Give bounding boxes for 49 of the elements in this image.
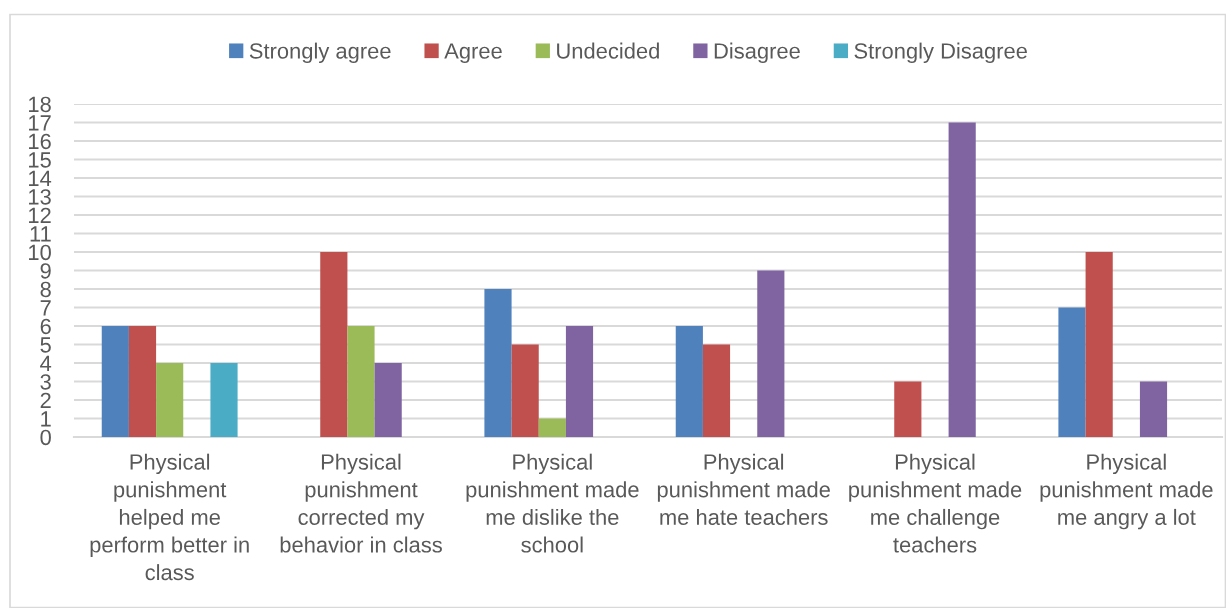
bar (374, 363, 402, 437)
y-tick-label: 14 (29, 170, 52, 186)
legend-label: Strongly agree (249, 42, 391, 64)
bar (1139, 381, 1168, 437)
y-tick-label: 5 (40, 337, 51, 353)
x-tick-label: Physical punishment made me dislike the school (466, 453, 639, 553)
y-tick-label: 15 (29, 152, 51, 168)
bar (702, 344, 731, 437)
legend-label: Agree (444, 43, 502, 64)
y-tick-label: 9 (40, 263, 51, 279)
x-tick-label: Physical punishment made me hate teachers (657, 453, 830, 526)
y-tick-label: 11 (30, 226, 51, 242)
y-tick-label: 2 (40, 392, 51, 408)
x-tick-label: Physical punishment helped me perform better in class (90, 453, 249, 581)
x-tick-label: Physical punishment made me angry a lot (1040, 453, 1213, 530)
bar (128, 326, 157, 437)
bar (1085, 252, 1113, 437)
bar (101, 326, 129, 437)
x-tick-label: Physical punishment corrected my behavior in class (280, 453, 442, 553)
bar (320, 252, 348, 437)
y-tick-label: 13 (29, 189, 51, 205)
bar (948, 122, 976, 437)
y-tick-label: 3 (40, 374, 51, 390)
y-tick-label: 7 (40, 300, 51, 316)
y-tick-label: 6 (40, 318, 51, 335)
y-tick-label: 10 (29, 244, 51, 261)
y-tick-label: 0 (40, 429, 51, 446)
y-tick-label: 8 (40, 281, 51, 298)
y-tick-label: 18 (29, 96, 51, 113)
bar (347, 326, 375, 437)
y-tick-label: 12 (29, 207, 51, 223)
bar (511, 344, 539, 437)
y-tick-label: 1 (41, 411, 51, 427)
legend-label: Undecided (557, 42, 659, 59)
bar (675, 326, 703, 437)
y-tick-label: 17 (29, 115, 51, 131)
bar (538, 418, 566, 437)
bar (565, 326, 594, 437)
y-tick-label: 16 (29, 133, 51, 150)
bar (894, 381, 922, 437)
bar (484, 289, 512, 437)
legend-label: Disagree (714, 42, 800, 64)
bar (757, 270, 785, 437)
bar (156, 363, 184, 437)
y-tick-label: 4 (40, 355, 52, 371)
bar (210, 363, 238, 437)
legend-label: Strongly Disagree (854, 42, 1027, 64)
bar (1058, 307, 1086, 437)
x-tick-label: Physical punishment made me challenge teachers (849, 453, 1022, 553)
